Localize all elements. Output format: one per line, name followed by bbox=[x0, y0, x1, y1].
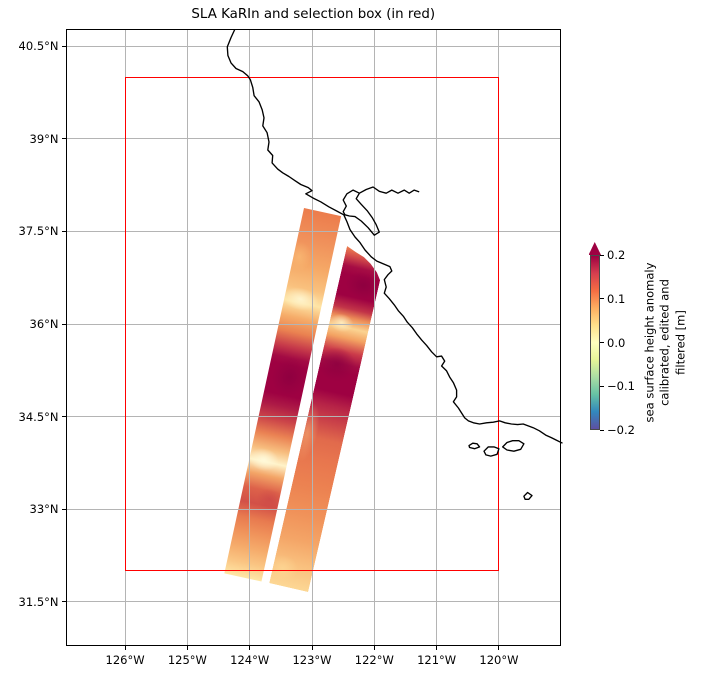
y-tick bbox=[62, 416, 66, 418]
x-tick-label: 120°W bbox=[479, 653, 519, 667]
colorbar-tick-label: 0.1 bbox=[607, 291, 626, 306]
colorbar-tick-label: 0.0 bbox=[607, 335, 626, 350]
y-tick bbox=[62, 45, 66, 47]
x-tick-label: 124°W bbox=[230, 653, 270, 667]
plot-title: SLA KaRIn and selection box (in red) bbox=[191, 7, 436, 22]
y-tick-label: 36°N bbox=[29, 317, 59, 332]
channel-island-outline bbox=[502, 440, 525, 452]
y-tick bbox=[62, 323, 66, 325]
y-tick-label: 31.5°N bbox=[18, 594, 59, 609]
x-tick bbox=[124, 645, 126, 650]
gridline-horizontal bbox=[66, 601, 560, 603]
channel-island-outline bbox=[523, 491, 533, 500]
gridline-horizontal bbox=[66, 508, 560, 510]
y-tick bbox=[62, 508, 66, 510]
y-tick bbox=[62, 138, 66, 140]
colorbar-tick-label: 0.2 bbox=[607, 248, 626, 262]
selection-box bbox=[125, 77, 499, 571]
x-tick-label: 123°W bbox=[292, 653, 332, 667]
y-tick-label: 37.5°N bbox=[18, 224, 59, 239]
y-tick-label: 40.5°N bbox=[18, 39, 59, 54]
x-tick bbox=[498, 645, 500, 650]
x-tick bbox=[436, 645, 438, 650]
y-tick-label: 34.5°N bbox=[18, 409, 59, 424]
x-tick-label: 126°W bbox=[105, 653, 145, 667]
colorbar-label-line: calibrated, edited and bbox=[657, 279, 672, 406]
x-tick bbox=[311, 645, 313, 650]
x-tick-label: 121°W bbox=[417, 653, 457, 667]
colorbar-label-line: filtered [m] bbox=[673, 310, 688, 375]
y-tick-label: 33°N bbox=[29, 502, 59, 517]
gridline-horizontal bbox=[66, 45, 560, 47]
colorbar-tick bbox=[600, 342, 604, 343]
y-tick bbox=[62, 230, 66, 232]
x-tick-label: 125°W bbox=[167, 653, 207, 667]
colorbar-tick-label: −0.1 bbox=[607, 379, 635, 394]
x-tick bbox=[186, 645, 188, 650]
gridline-vertical bbox=[186, 29, 188, 645]
y-tick-label: 39°N bbox=[29, 131, 59, 146]
colorbar-tick bbox=[600, 254, 604, 256]
colorbar-tick bbox=[600, 298, 604, 300]
colorbar-extend-max-arrow bbox=[588, 242, 601, 255]
x-tick-label: 122°W bbox=[354, 653, 394, 667]
colorbar-tick bbox=[600, 385, 604, 387]
x-tick bbox=[249, 645, 251, 650]
x-tick bbox=[373, 645, 375, 650]
colorbar-tick-label: −0.2 bbox=[607, 423, 635, 437]
colorbar-label: sea surface height anomaly calibrated, ed… bbox=[643, 212, 690, 474]
y-tick bbox=[62, 601, 66, 603]
colorbar-label-line: sea surface height anomaly bbox=[642, 262, 657, 423]
colorbar-tick bbox=[600, 429, 604, 431]
colorbar bbox=[589, 255, 600, 430]
